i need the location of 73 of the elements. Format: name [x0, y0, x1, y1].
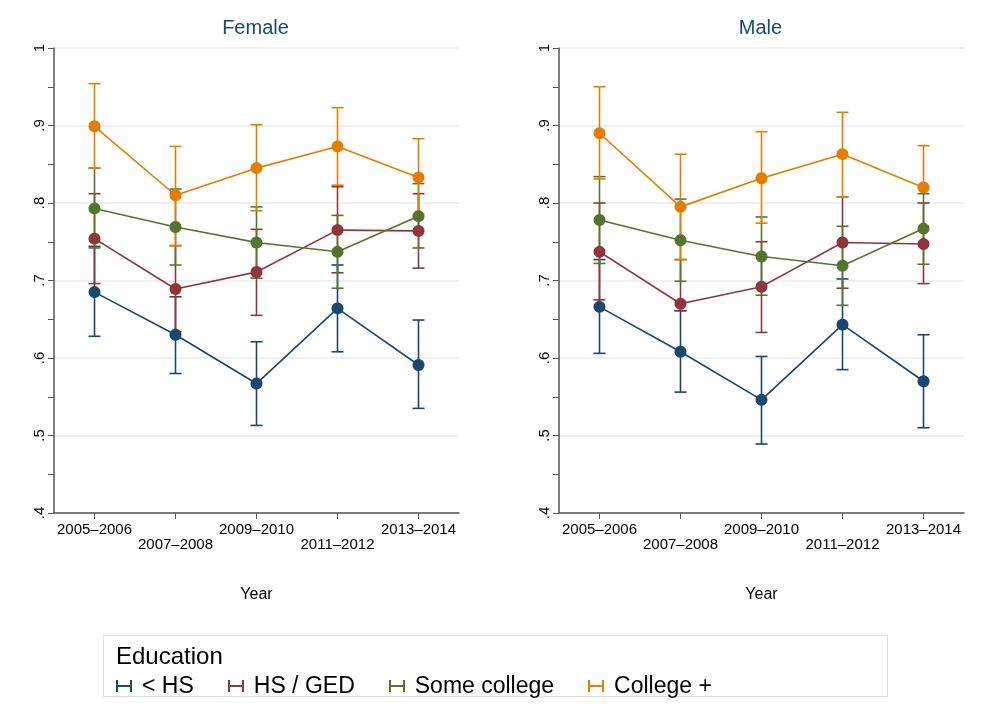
point: [250, 236, 263, 249]
x-tick-label: 2009–2010: [218, 520, 295, 537]
point: [169, 189, 182, 202]
x-tick-label: 2007–2008: [137, 535, 214, 552]
point: [674, 200, 687, 213]
point: [88, 286, 101, 299]
point: [331, 224, 344, 237]
y-tick-label: .4: [30, 506, 47, 520]
point: [412, 210, 425, 223]
y-tick-label: .6: [535, 351, 552, 365]
chart-title: Female: [222, 16, 289, 38]
point: [88, 232, 101, 245]
legend-label: Some college: [414, 672, 555, 699]
point: [674, 234, 687, 247]
point: [917, 181, 930, 194]
point: [169, 328, 182, 341]
point: [412, 224, 425, 237]
legend-label: HS / GED: [253, 672, 355, 699]
point: [593, 127, 606, 140]
y-tick-label: .6: [30, 351, 47, 365]
y-tick-label: .8: [30, 196, 47, 210]
legend-title: Education: [116, 642, 224, 670]
point: [593, 214, 606, 227]
y-tick-label: 1: [30, 43, 47, 53]
x-tick-label: 2013–2014: [885, 520, 962, 537]
point: [836, 236, 849, 249]
point: [412, 358, 425, 371]
point: [250, 377, 263, 390]
y-tick-label: .7: [30, 274, 47, 287]
point: [917, 238, 930, 251]
y-tick-label: .8: [535, 196, 552, 210]
y-tick-label: .5: [30, 429, 47, 442]
x-tick-label: 2005–2006: [56, 520, 133, 537]
chart-title: Male: [738, 16, 783, 38]
point: [674, 345, 687, 358]
point: [169, 221, 182, 234]
x-tick-label: 2011–2012: [805, 535, 880, 552]
point: [331, 140, 344, 153]
y-tick-label: .9: [30, 119, 47, 132]
y-tick-label: .5: [535, 429, 552, 442]
point: [250, 162, 263, 175]
x-axis-title: Year: [745, 584, 779, 602]
point: [331, 245, 344, 258]
point: [836, 259, 849, 272]
y-tick-label: 1: [535, 43, 552, 53]
point: [674, 297, 687, 310]
x-tick-label: 2013–2014: [380, 520, 457, 537]
point: [88, 202, 101, 215]
point: [836, 148, 849, 161]
point: [917, 222, 930, 235]
point: [169, 283, 182, 296]
point: [331, 302, 344, 315]
point: [755, 250, 768, 263]
point: [836, 318, 849, 331]
x-axis-title: Year: [240, 584, 274, 602]
point: [593, 245, 606, 258]
point: [755, 280, 768, 293]
y-tick-label: .7: [535, 274, 552, 287]
point: [250, 265, 263, 278]
legend-label: < HS: [142, 672, 194, 699]
x-tick-label: 2011–2012: [300, 535, 375, 552]
y-tick-label: .9: [535, 119, 552, 132]
x-tick-label: 2007–2008: [642, 535, 719, 552]
point: [88, 120, 101, 133]
point: [755, 393, 768, 406]
x-tick-label: 2009–2010: [723, 520, 800, 537]
point: [593, 300, 606, 313]
legend-label: College +: [614, 672, 712, 699]
x-tick-label: 2005–2006: [561, 520, 638, 537]
y-tick-label: .4: [535, 506, 552, 520]
point: [755, 172, 768, 185]
point: [917, 375, 930, 388]
point: [412, 171, 425, 184]
